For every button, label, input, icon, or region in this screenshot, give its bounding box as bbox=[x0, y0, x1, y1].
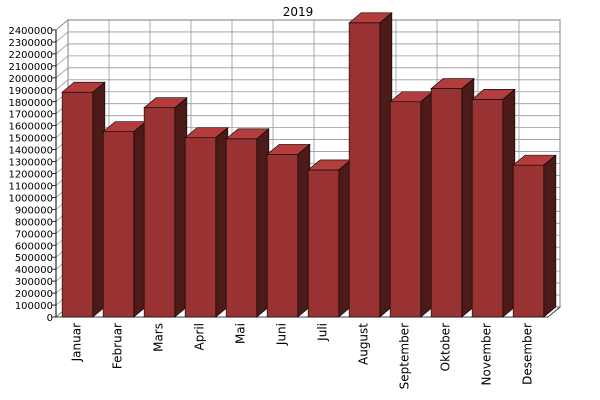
bar-september bbox=[389, 91, 434, 318]
y-tick-label: 1300000 bbox=[8, 158, 53, 169]
bar-februar bbox=[102, 121, 147, 318]
y-tick-label: 600000 bbox=[15, 241, 53, 252]
bar-oktober bbox=[430, 77, 475, 318]
y-tick-label: 2300000 bbox=[8, 38, 53, 49]
bar-front bbox=[184, 137, 217, 318]
y-tick-label: 2200000 bbox=[8, 50, 53, 61]
bar-november bbox=[471, 88, 516, 318]
bar-front bbox=[348, 22, 381, 318]
bar-april bbox=[184, 126, 229, 318]
gridline-side bbox=[55, 55, 69, 67]
x-tick-label: Oktober bbox=[439, 323, 453, 371]
y-tick-label: 1800000 bbox=[8, 98, 53, 109]
y-tick-label: 0 bbox=[47, 313, 53, 324]
bar-front bbox=[61, 91, 94, 318]
y-axis-ticks: 0100000200000300000400000500000600000700… bbox=[8, 26, 57, 324]
bar-front bbox=[471, 99, 504, 318]
bar-front bbox=[307, 169, 340, 318]
y-tick-label: 900000 bbox=[15, 205, 53, 216]
y-tick-label: 1000000 bbox=[8, 193, 53, 204]
y-tick-label: 100000 bbox=[15, 301, 53, 312]
x-tick-label: Desember bbox=[521, 323, 535, 385]
x-tick-label: Juni bbox=[275, 323, 289, 346]
x-tick-label: Mars bbox=[152, 323, 166, 352]
y-tick-label: 2100000 bbox=[8, 62, 53, 73]
x-tick-label: Juli bbox=[316, 323, 330, 342]
bar-front bbox=[225, 138, 258, 318]
bar-front bbox=[430, 88, 463, 318]
gridline-side bbox=[55, 19, 69, 31]
y-tick-label: 200000 bbox=[15, 289, 53, 300]
y-tick-label: 2400000 bbox=[8, 26, 53, 37]
y-tick-label: 500000 bbox=[15, 253, 53, 264]
bar-side bbox=[543, 154, 557, 318]
bar-front bbox=[102, 131, 135, 318]
bar-series bbox=[61, 12, 557, 318]
y-tick-label: 400000 bbox=[15, 265, 53, 276]
x-tick-label: August bbox=[357, 323, 371, 365]
bar-juli bbox=[307, 159, 352, 318]
x-tick-label: Mai bbox=[234, 323, 248, 344]
y-tick-label: 1100000 bbox=[8, 181, 53, 192]
y-tick-label: 1400000 bbox=[8, 146, 53, 157]
y-tick-label: 800000 bbox=[15, 217, 53, 228]
bar-front bbox=[143, 107, 176, 318]
y-tick-label: 1900000 bbox=[8, 86, 53, 97]
bar-mars bbox=[143, 97, 188, 318]
x-tick-label: Februar bbox=[111, 323, 125, 369]
bar-mai bbox=[225, 128, 270, 318]
gridline-side bbox=[55, 79, 69, 91]
x-tick-label: Januar bbox=[70, 323, 84, 362]
bar-front bbox=[512, 164, 545, 318]
y-tick-label: 2000000 bbox=[8, 74, 53, 85]
gridline-side bbox=[55, 31, 69, 43]
bar-front bbox=[266, 154, 299, 318]
x-axis-labels: Januar Februar Mars April Mai Juni Juli August S… bbox=[70, 323, 535, 390]
y-tick-label: 1700000 bbox=[8, 110, 53, 121]
gridline-side bbox=[55, 43, 69, 55]
x-tick-label: November bbox=[480, 323, 494, 385]
bar-desember bbox=[512, 154, 557, 318]
chart-title: 2019 bbox=[283, 5, 314, 19]
y-tick-label: 1500000 bbox=[8, 134, 53, 145]
bar-juni bbox=[266, 143, 311, 318]
y-tick-label: 1600000 bbox=[8, 122, 53, 133]
gridline-side bbox=[55, 67, 69, 79]
x-tick-label: September bbox=[398, 323, 412, 389]
y-tick-label: 700000 bbox=[15, 229, 53, 240]
y-tick-label: 1200000 bbox=[8, 170, 53, 181]
bar-front bbox=[389, 101, 422, 318]
y-tick-label: 300000 bbox=[15, 277, 53, 288]
bar-januar bbox=[61, 81, 106, 318]
bar-august bbox=[348, 12, 393, 318]
x-tick-label: April bbox=[193, 323, 207, 350]
